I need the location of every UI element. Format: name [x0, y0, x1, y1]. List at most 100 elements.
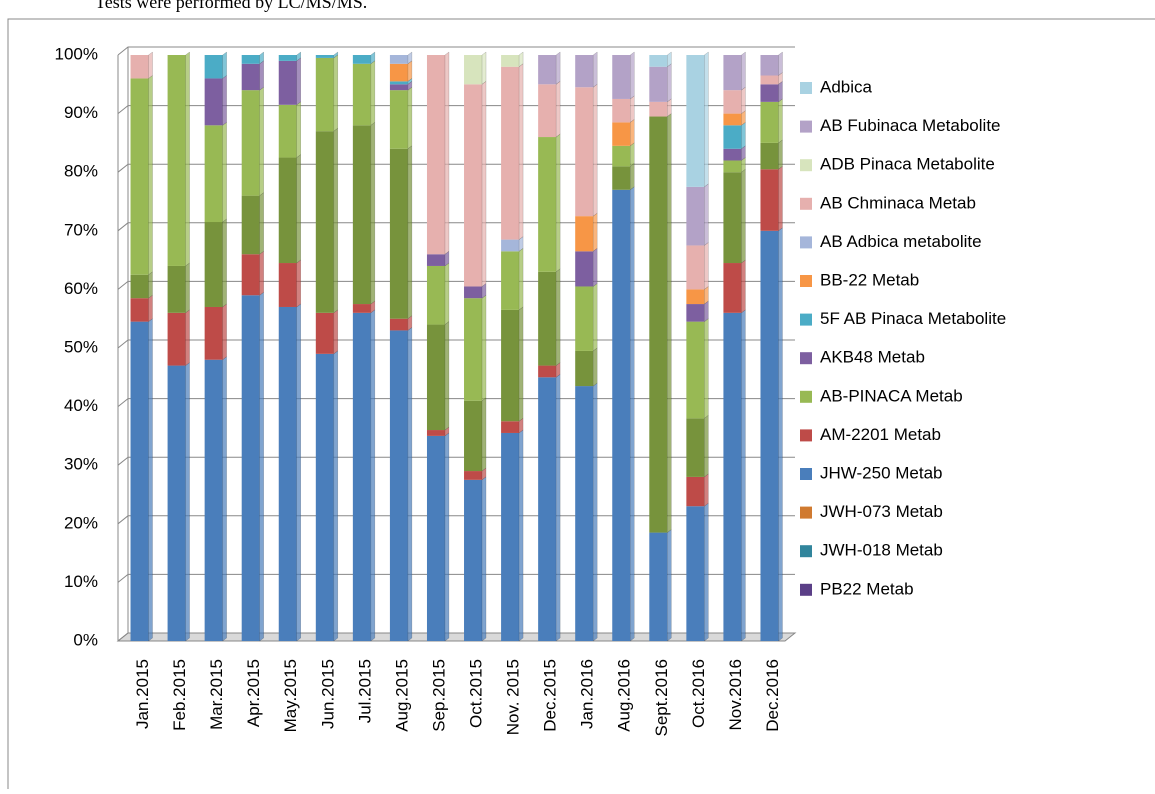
legend-label: AB-PINACA Metab	[820, 386, 963, 405]
bar-side	[518, 247, 524, 311]
bar-segment	[352, 312, 371, 641]
bar-segment	[501, 421, 520, 433]
bar-side	[741, 145, 746, 161]
bar-segment	[501, 432, 520, 641]
bar-side	[481, 51, 487, 85]
grid-line	[117, 163, 795, 173]
bar-segment	[649, 532, 668, 641]
grid-line	[117, 339, 795, 349]
legend-label: BB-22 Metab	[820, 270, 919, 289]
bar-side	[185, 362, 190, 642]
bar-segment	[130, 78, 149, 275]
x-tick-label: Apr.2015	[244, 659, 263, 727]
bar-segment	[760, 142, 779, 170]
bar-segment	[538, 137, 557, 272]
x-tick-label: Jan.2016	[578, 659, 597, 729]
bar-side	[518, 306, 524, 422]
bar-side	[259, 192, 264, 255]
legend-swatch	[800, 197, 812, 210]
bar-side	[444, 432, 450, 642]
bar-side	[778, 139, 783, 170]
bar-segment	[426, 435, 445, 641]
bar-side	[741, 51, 746, 91]
legend-swatch	[800, 82, 812, 94]
bar-side	[630, 51, 635, 100]
y-tick-label: 80%	[64, 162, 98, 181]
bar-segment	[575, 55, 594, 88]
bar-side	[592, 347, 598, 387]
bar-segment	[241, 254, 260, 296]
bar-segment	[130, 298, 149, 322]
bar-segment	[575, 216, 594, 252]
bar-segment	[612, 55, 631, 99]
bar-segment	[241, 90, 260, 196]
bar-segment	[130, 321, 149, 641]
bar-side	[704, 414, 709, 478]
bar-side	[518, 51, 524, 68]
bar-segment	[464, 55, 483, 85]
bar-segment	[723, 172, 742, 264]
bar-segment	[130, 55, 149, 79]
bar-segment	[686, 55, 705, 187]
y-tick-label: 10%	[64, 572, 98, 591]
bar-segment	[167, 365, 186, 641]
bar-side	[630, 118, 635, 147]
bar-segment	[538, 365, 557, 378]
bar-segment	[723, 125, 742, 149]
bar-side	[667, 51, 672, 68]
bar-side	[630, 162, 635, 191]
bar-side	[704, 183, 709, 246]
bar-side	[704, 241, 709, 290]
bar-side	[222, 356, 227, 642]
grid-line	[117, 456, 795, 466]
bar-side	[370, 51, 376, 65]
bar-side	[704, 318, 709, 419]
bar-segment	[278, 55, 297, 61]
bar-side	[667, 113, 672, 534]
bar-segment	[686, 304, 705, 322]
y-tick-label: 70%	[64, 220, 98, 239]
bar-side	[741, 168, 746, 264]
legend-label: JWH-073 Metab	[820, 502, 943, 521]
x-tick-label: Sep.2015	[429, 659, 448, 732]
legend-label: AM-2201 Metab	[820, 425, 941, 444]
bar-side	[296, 101, 301, 159]
bar-side	[444, 262, 450, 326]
legend-swatch	[800, 429, 812, 442]
bar-segment	[649, 116, 668, 533]
x-tick-label: Oct.2015	[467, 659, 486, 728]
bar-segment	[204, 78, 223, 126]
bar-segment	[575, 386, 594, 641]
x-tick-label: Mar.2015	[207, 659, 226, 730]
x-tick-label: Sept.2016	[652, 659, 671, 737]
bar-segment	[686, 418, 705, 477]
bar-segment	[352, 63, 371, 126]
bar-segment	[278, 104, 297, 158]
bar-side	[185, 262, 190, 314]
y-tick-label: 100%	[55, 44, 98, 63]
y-tick-label: 0%	[73, 630, 98, 649]
bar-side	[667, 63, 672, 103]
bar-side	[370, 121, 376, 305]
bar-side	[407, 326, 413, 642]
bar-segment	[389, 55, 408, 64]
bar-segment	[760, 230, 779, 642]
bar-segment	[612, 98, 631, 123]
bar-segment	[204, 359, 223, 641]
bar-segment	[538, 55, 557, 85]
bar-side	[704, 473, 709, 507]
bar-side	[630, 95, 635, 123]
bar-segment	[649, 101, 668, 117]
y-tick-label: 90%	[64, 103, 98, 122]
grid-line	[117, 46, 795, 56]
bar-side	[333, 127, 339, 314]
bar-side	[296, 259, 301, 308]
legend-swatch	[800, 352, 812, 365]
bar-side	[407, 77, 413, 85]
bar-segment	[464, 298, 483, 401]
bar-segment	[723, 263, 742, 313]
bar-segment	[389, 81, 408, 85]
bar-segment	[464, 400, 483, 472]
bar-segment	[352, 125, 371, 305]
legend-swatch	[800, 545, 812, 558]
